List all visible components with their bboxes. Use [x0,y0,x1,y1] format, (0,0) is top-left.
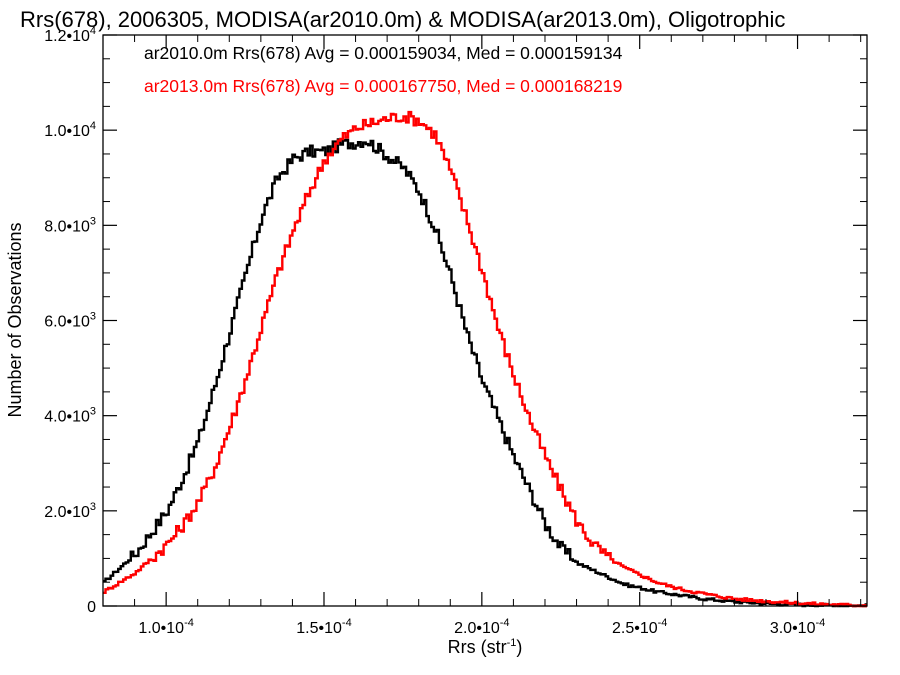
x-axis-label-sup: -1 [507,637,517,649]
x-axis-label-close: ) [516,637,522,657]
y-tick-labels: 02.0•1034.0•1036.0•1038.0•1031.0•1041.2•… [44,25,96,616]
y-tick-label-exponent: 3 [90,215,96,227]
y-tick-label: 4.0•103 [44,406,96,426]
y-tick-label: 0 [87,599,96,616]
x-axis-label-main: Rrs (str [448,637,507,657]
legend-entry-ar2010: ar2010.0m Rrs(678) Avg = 0.000159034, Me… [144,43,623,63]
chart-title: Rrs(678), 2006305, MODISA(ar2010.0m) & M… [20,7,785,32]
x-tick-label-mantissa: 2.5•10 [612,620,658,637]
series-layer [103,110,867,608]
y-tick-label: 1.2•104 [44,25,96,45]
y-tick-label-exponent: 4 [90,25,96,37]
x-tick-label-mantissa: 3.0•10 [770,620,816,637]
y-tick-label-mantissa: 4.0•10 [44,409,90,426]
series-line-0 [103,138,867,608]
y-tick-label-exponent: 4 [90,120,96,132]
x-tick-label-exponent: -4 [342,617,352,629]
y-tick-label-mantissa: 2.0•10 [44,504,90,521]
legend-entry-ar2013: ar2013.0m Rrs(678) Avg = 0.000167750, Me… [144,76,622,96]
x-tick-label: 2.5•10-4 [612,617,667,637]
y-tick-label-exponent: 3 [90,501,96,513]
x-tick-label: 3.0•10-4 [770,617,825,637]
x-tick-label-mantissa: 2.0•10 [454,620,500,637]
x-tick-label-mantissa: 1.0•10 [138,620,184,637]
y-tick-label-mantissa: 8.0•10 [44,218,90,235]
y-tick-label: 2.0•103 [44,501,96,521]
y-tick-label: 8.0•103 [44,215,96,235]
x-tick-label-exponent: -4 [500,617,510,629]
x-tick-label-mantissa: 1.5•10 [296,620,342,637]
ticks-layer [102,34,867,607]
x-tick-label: 2.0•10-4 [454,617,509,637]
legend: ar2010.0m Rrs(678) Avg = 0.000159034, Me… [144,43,623,96]
x-tick-label-exponent: -4 [658,617,668,629]
y-tick-label: 6.0•103 [44,311,96,331]
y-tick-label-mantissa: 1.2•10 [44,28,90,45]
x-axis-label: Rrs (str-1) [448,637,523,657]
series-line-1 [103,110,867,608]
y-tick-label-mantissa: 1.0•10 [44,123,90,140]
x-tick-labels: 1.0•10-4 1.5•10-4 2.0•10-4 2.5•10-4 3.0•10-4 [138,617,825,637]
x-tick-label-exponent: -4 [815,617,825,629]
plot-frame [102,34,868,607]
y-tick-label-mantissa: 0 [87,599,96,616]
y-tick-label-mantissa: 6.0•10 [44,314,90,331]
y-axis-label: Number of Observations [5,222,25,417]
y-tick-label-exponent: 3 [90,406,96,418]
x-tick-label-exponent: -4 [184,617,194,629]
y-tick-label: 1.0•104 [44,120,96,140]
x-tick-label: 1.0•10-4 [138,617,193,637]
y-tick-label-exponent: 3 [90,311,96,323]
x-tick-label: 1.5•10-4 [296,617,351,637]
